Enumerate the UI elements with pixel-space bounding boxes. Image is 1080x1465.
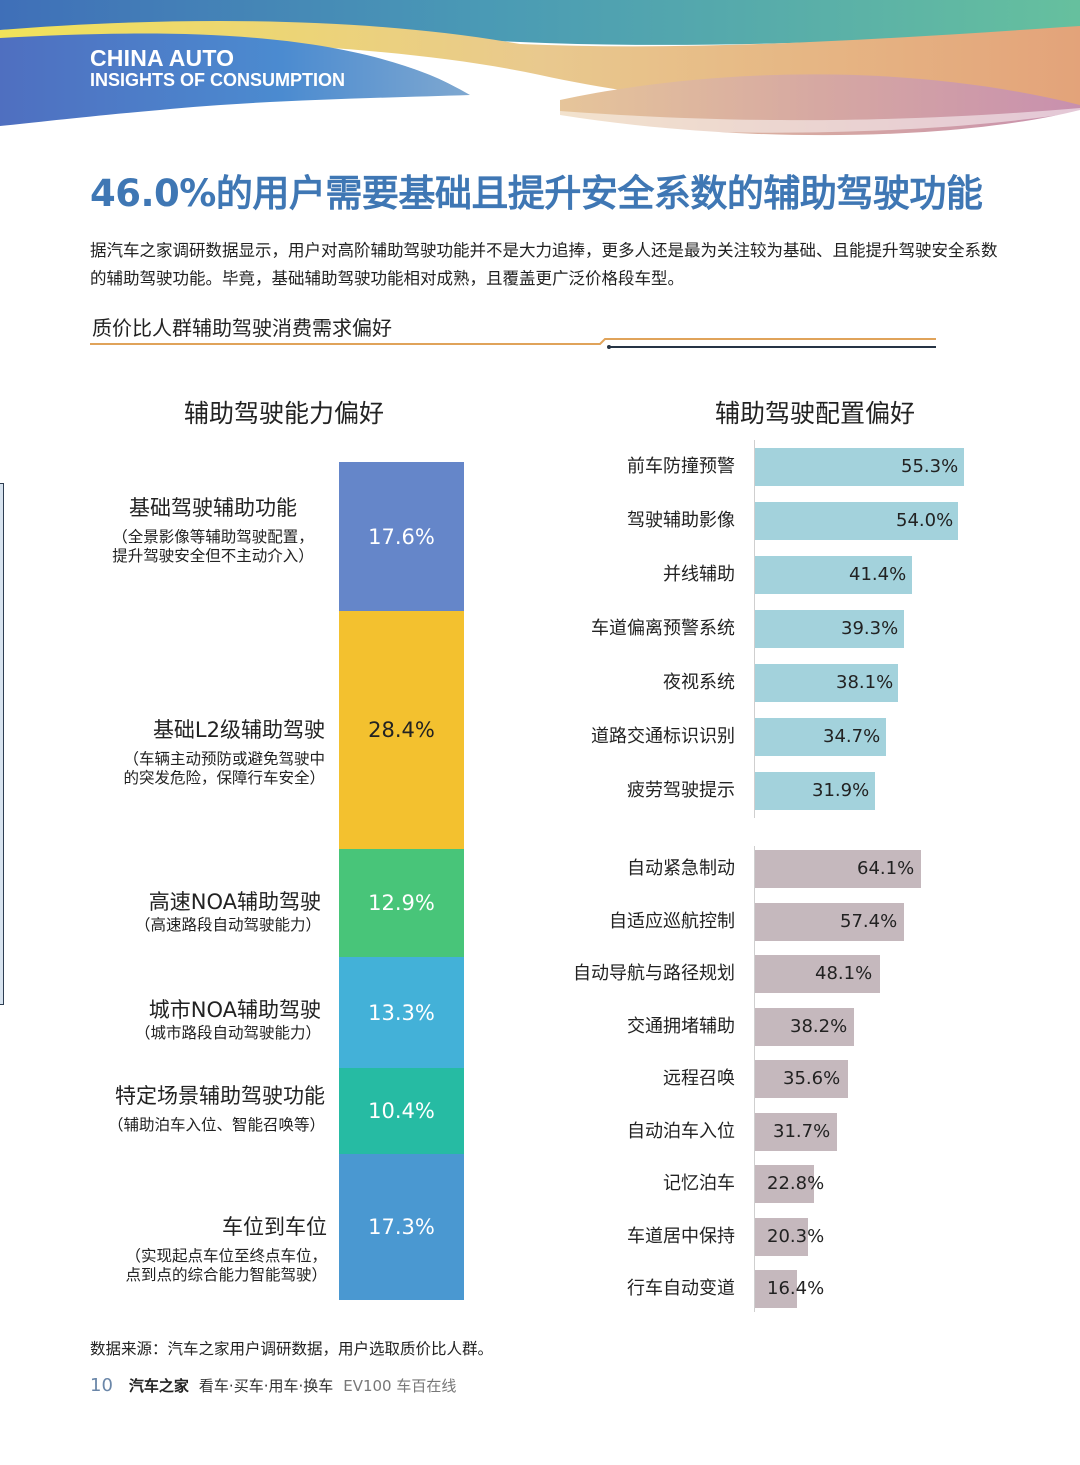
bar xyxy=(755,850,921,888)
bar-label: 行车自动变道 xyxy=(627,1278,735,1299)
bar-label: 驾驶辅助影像 xyxy=(627,510,735,531)
category-name: 高速NOA辅助驾驶 xyxy=(148,890,321,914)
bar xyxy=(755,610,904,648)
autohome-logo: 汽车之家 xyxy=(128,1377,189,1395)
bar xyxy=(755,1008,854,1046)
category-description: （全景影像等辅助驾驶配置， 提升驾驶安全但不主动介入） xyxy=(112,528,314,565)
page-footer: 10 汽车之家 看车·买车·用车·换车 EV100 车百在线 xyxy=(90,1375,456,1396)
category-name: 基础驾驶辅助功能 xyxy=(129,496,297,520)
category-name: 特定场景辅助驾驶功能 xyxy=(115,1084,325,1108)
bar-value: 48.1% xyxy=(815,963,873,984)
bar-value: 22.8% xyxy=(767,1173,825,1194)
bar-value: 39.3% xyxy=(841,618,899,639)
data-source-note: 数据来源：汽车之家用户调研数据，用户选取质价比人群。 xyxy=(90,1340,494,1358)
ev100-logo: EV100 车百在线 xyxy=(343,1377,457,1395)
bar-label: 交通拥堵辅助 xyxy=(627,1016,735,1037)
y-axis-group1 xyxy=(754,440,755,818)
bar-label: 远程召唤 xyxy=(663,1068,735,1089)
bar-value: 31.9% xyxy=(812,780,870,801)
section-subtitle: 质价比人群辅助驾驶消费需求偏好 xyxy=(92,316,392,340)
segment-value: 17.3% xyxy=(368,1215,435,1239)
bar xyxy=(755,1270,797,1308)
category-description: （实现起点车位至终点车位， 点到点的综合能力智能驾驶） xyxy=(125,1247,327,1284)
bar-label: 疲劳驾驶提示 xyxy=(627,780,735,801)
page-edge-tab xyxy=(0,483,4,1005)
bar xyxy=(755,1165,814,1203)
bar-segment: 17.3% xyxy=(339,1154,464,1300)
chart-title-capability: 辅助驾驶能力偏好 xyxy=(184,399,385,428)
segment-value: 17.6% xyxy=(368,524,435,549)
footer-slogan: 看车·买车·用车·换车 xyxy=(198,1377,334,1395)
wave-banner-graphic xyxy=(0,0,1080,150)
bar-value: 31.7% xyxy=(773,1121,831,1142)
page-number: 10 xyxy=(90,1375,113,1396)
bar-label: 并线辅助 xyxy=(663,564,735,585)
bar xyxy=(755,903,904,941)
category-label: 基础驾驶辅助功能 （全景影像等辅助驾驶配置， 提升驾驶安全但不主动介入） xyxy=(93,494,333,566)
chart-title-configuration: 辅助驾驶配置偏好 xyxy=(715,399,916,428)
bar xyxy=(755,1218,808,1256)
bar-label: 自动导航与路径规划 xyxy=(573,963,735,984)
bar xyxy=(755,772,875,810)
bar-label: 前车防撞预警 xyxy=(627,456,735,477)
header-banner: CHINA AUTO INSIGHTS OF CONSUMPTION xyxy=(0,0,1080,150)
bar-label: 道路交通标识识别 xyxy=(591,726,735,747)
segment-value: 10.4% xyxy=(368,1099,435,1123)
bar xyxy=(755,718,886,756)
brand-wordmark: CHINA AUTO INSIGHTS OF CONSUMPTION xyxy=(90,45,346,90)
category-description: （高速路段自动驾驶能力） xyxy=(134,916,321,934)
intro-paragraph: 据汽车之家调研数据显示，用户对高阶辅助驾驶功能并不是大力追捧，更多人还是最为关注… xyxy=(90,241,998,288)
page-title: 46.0%的用户需要基础且提升安全系数的辅助驾驶功能 xyxy=(90,172,983,215)
bar xyxy=(755,955,880,993)
brand-line-2: INSIGHTS OF CONSUMPTION xyxy=(90,70,346,90)
bar xyxy=(755,1113,837,1151)
bar-label: 记忆泊车 xyxy=(663,1173,735,1194)
category-description: （辅助泊车入位、智能召唤等） xyxy=(107,1116,325,1134)
bar-segment: 10.4% xyxy=(339,1068,464,1154)
category-label: 城市NOA辅助驾驶 （城市路段自动驾驶能力） xyxy=(93,996,321,1043)
bar-segment: 13.3% xyxy=(339,957,464,1068)
bar-value: 16.4% xyxy=(767,1278,825,1299)
bar-label: 自适应巡航控制 xyxy=(609,911,735,932)
category-label: 特定场景辅助驾驶功能 （辅助泊车入位、智能召唤等） xyxy=(93,1082,325,1135)
bar-value: 20.3% xyxy=(767,1226,825,1247)
bar xyxy=(755,664,898,702)
category-name: 基础L2级辅助驾驶 xyxy=(152,718,325,742)
bar xyxy=(755,556,912,594)
subtitle-separator xyxy=(90,338,936,349)
bar xyxy=(755,448,964,486)
bar-value: 35.6% xyxy=(783,1068,841,1089)
category-label: 高速NOA辅助驾驶 （高速路段自动驾驶能力） xyxy=(93,888,321,935)
bar-label: 自动泊车入位 xyxy=(627,1121,735,1142)
bar-value: 38.2% xyxy=(790,1016,848,1037)
bar-label: 自动紧急制动 xyxy=(627,858,735,879)
bar-label: 车道居中保持 xyxy=(627,1226,735,1247)
brand-line-1: CHINA AUTO xyxy=(90,45,235,71)
y-axis-group2 xyxy=(754,846,755,1312)
bar-value: 55.3% xyxy=(901,456,959,477)
bar-segment: 17.6% xyxy=(339,462,464,611)
segment-value: 12.9% xyxy=(368,891,435,915)
category-description: （车辆主动预防或避免驾驶中 的突发危险，保障行车安全） xyxy=(123,750,325,787)
bar xyxy=(755,1060,848,1098)
bar-value: 57.4% xyxy=(840,911,898,932)
segment-value: 13.3% xyxy=(368,1000,435,1025)
category-name: 车位到车位 xyxy=(222,1215,327,1239)
bar-segment: 12.9% xyxy=(339,849,464,957)
bar-value: 64.1% xyxy=(857,858,915,879)
bar-value: 41.4% xyxy=(849,564,907,585)
bar-label: 车道偏离预警系统 xyxy=(591,618,735,639)
bar-value: 34.7% xyxy=(823,726,881,747)
bar xyxy=(755,502,958,540)
category-name: 城市NOA辅助驾驶 xyxy=(148,998,321,1022)
category-label: 基础L2级辅助驾驶 （车辆主动预防或避免驾驶中 的突发危险，保障行车安全） xyxy=(93,716,325,788)
bar-value: 54.0% xyxy=(896,510,954,531)
category-label: 车位到车位 （实现起点车位至终点车位， 点到点的综合能力智能驾驶） xyxy=(93,1213,327,1285)
bar-segment: 28.4% xyxy=(339,611,464,849)
category-description: （城市路段自动驾驶能力） xyxy=(134,1024,321,1042)
bar-value: 38.1% xyxy=(836,672,894,693)
segment-value: 28.4% xyxy=(368,718,435,742)
bar-label: 夜视系统 xyxy=(663,672,735,693)
